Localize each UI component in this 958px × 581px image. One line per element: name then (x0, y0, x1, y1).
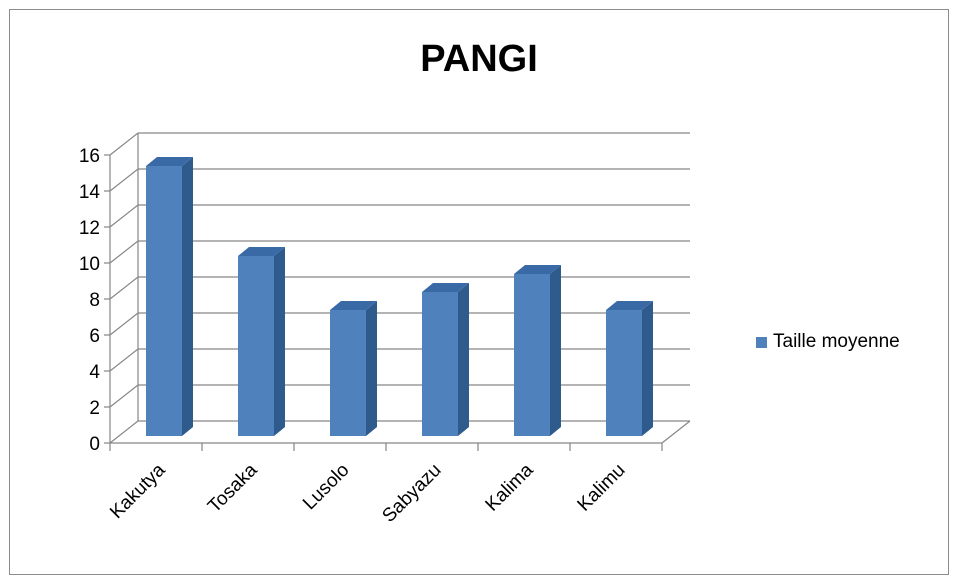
bar-side-kakutya (182, 157, 193, 436)
x-tick-label: Sabyazu (378, 460, 445, 527)
y-tick-label: 12 (79, 218, 100, 239)
bar-top-sabyazu (422, 283, 469, 292)
bar-tosaka (238, 256, 274, 436)
y-tick-label: 14 (79, 182, 101, 203)
x-tick-label: Kalima (482, 459, 538, 515)
y-tick-label: 2 (89, 398, 100, 419)
y-tick-label: 16 (79, 146, 100, 167)
bar-top-kalimu (606, 301, 653, 310)
bar-top-kakutya (146, 157, 193, 166)
bar-sabyazu (422, 292, 458, 436)
y-tick-label: 4 (89, 362, 100, 383)
gridline-side (109, 204, 139, 228)
chart-title: PANGI (420, 38, 538, 80)
bar-side-lusolo (366, 301, 377, 436)
y-tick-label: 0 (89, 434, 100, 455)
bar-side-kalimu (642, 301, 653, 436)
gridline-side (109, 312, 139, 336)
legend-swatch (756, 336, 767, 348)
x-tick-label: Lusolo (299, 460, 353, 514)
gridline-side (109, 420, 139, 444)
bar-kalima (514, 274, 550, 436)
legend: Taille moyenne (756, 331, 900, 353)
bar-top-lusolo (330, 301, 377, 310)
bar-side-tosaka (274, 247, 285, 436)
bar-kalimu (606, 310, 642, 436)
gridline-side (109, 240, 139, 264)
legend-label: Taille moyenne (773, 331, 900, 352)
bar-kakutya (146, 166, 182, 436)
x-tick-label: Kakutya (106, 459, 170, 523)
gridline-side (109, 384, 139, 408)
y-tick-label: 10 (79, 254, 100, 275)
y-tick-label: 8 (89, 290, 100, 311)
y-tick-label: 6 (89, 326, 100, 347)
floor-edge (661, 420, 691, 444)
bar-side-sabyazu (458, 283, 469, 436)
bar-side-kalima (550, 265, 561, 436)
gridline-side (109, 348, 139, 372)
bar-top-kalima (514, 265, 561, 274)
x-tick-label: Kalimu (574, 460, 630, 516)
gridline-side (109, 168, 139, 192)
gridline-side (109, 132, 139, 156)
bar-lusolo (330, 310, 366, 436)
bar-top-tosaka (238, 247, 285, 256)
x-tick-label: Tosaka (204, 459, 262, 517)
gridline-side (109, 276, 139, 300)
